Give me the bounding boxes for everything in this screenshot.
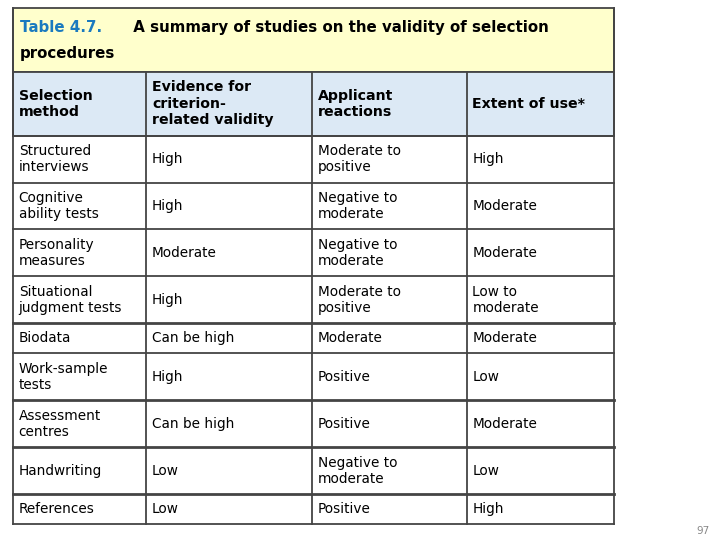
- Text: Positive: Positive: [318, 417, 370, 430]
- Text: Low to
moderate: Low to moderate: [472, 285, 539, 315]
- Text: Moderate: Moderate: [318, 332, 382, 345]
- Text: Moderate to
positive: Moderate to positive: [318, 144, 400, 174]
- Text: Negative to
moderate: Negative to moderate: [318, 191, 397, 221]
- Text: Moderate to
positive: Moderate to positive: [318, 285, 400, 315]
- Text: procedures: procedures: [20, 46, 115, 62]
- Text: Moderate: Moderate: [472, 246, 537, 260]
- Bar: [13, 8, 614, 72]
- Text: References: References: [19, 502, 94, 516]
- Text: Moderate: Moderate: [472, 332, 537, 345]
- Bar: [13, 447, 614, 494]
- Text: Biodata: Biodata: [19, 332, 71, 345]
- Bar: [13, 400, 614, 447]
- Text: Situational
judgment tests: Situational judgment tests: [19, 285, 122, 315]
- Text: High: High: [152, 152, 184, 166]
- Text: Handwriting: Handwriting: [19, 464, 102, 477]
- Text: Applicant
reactions: Applicant reactions: [318, 89, 393, 119]
- Text: High: High: [472, 152, 504, 166]
- Text: Positive: Positive: [318, 370, 370, 383]
- Text: Structured
interviews: Structured interviews: [19, 144, 91, 174]
- Text: Selection
method: Selection method: [19, 89, 92, 119]
- Text: Low: Low: [472, 370, 499, 383]
- Text: Moderate: Moderate: [472, 417, 537, 430]
- Bar: [13, 72, 614, 136]
- Text: Moderate: Moderate: [472, 199, 537, 213]
- Text: Moderate: Moderate: [152, 246, 217, 260]
- Text: Low: Low: [152, 464, 179, 477]
- Bar: [13, 276, 614, 323]
- Bar: [13, 353, 614, 400]
- Text: Work-sample
tests: Work-sample tests: [19, 362, 108, 392]
- Text: Evidence for
criterion-
related validity: Evidence for criterion- related validity: [152, 80, 274, 127]
- Text: High: High: [152, 199, 184, 213]
- Bar: [13, 494, 614, 524]
- Text: Negative to
moderate: Negative to moderate: [318, 238, 397, 268]
- Bar: [13, 323, 614, 353]
- Text: High: High: [472, 502, 504, 516]
- Text: High: High: [152, 370, 184, 383]
- Text: A summary of studies on the validity of selection: A summary of studies on the validity of …: [128, 20, 549, 35]
- Text: Can be high: Can be high: [152, 332, 234, 345]
- Text: Positive: Positive: [318, 502, 370, 516]
- Text: Negative to
moderate: Negative to moderate: [318, 456, 397, 485]
- Text: Assessment
centres: Assessment centres: [19, 409, 101, 438]
- Bar: [13, 183, 614, 230]
- Text: Can be high: Can be high: [152, 417, 234, 430]
- Text: High: High: [152, 293, 184, 307]
- Bar: [13, 136, 614, 183]
- Text: Personality
measures: Personality measures: [19, 238, 94, 268]
- Text: Low: Low: [472, 464, 499, 477]
- Text: Cognitive
ability tests: Cognitive ability tests: [19, 191, 99, 221]
- Text: Extent of use*: Extent of use*: [472, 97, 585, 111]
- Bar: [13, 230, 614, 276]
- Text: 97: 97: [696, 525, 709, 536]
- Text: Low: Low: [152, 502, 179, 516]
- Text: Table 4.7.: Table 4.7.: [20, 20, 102, 35]
